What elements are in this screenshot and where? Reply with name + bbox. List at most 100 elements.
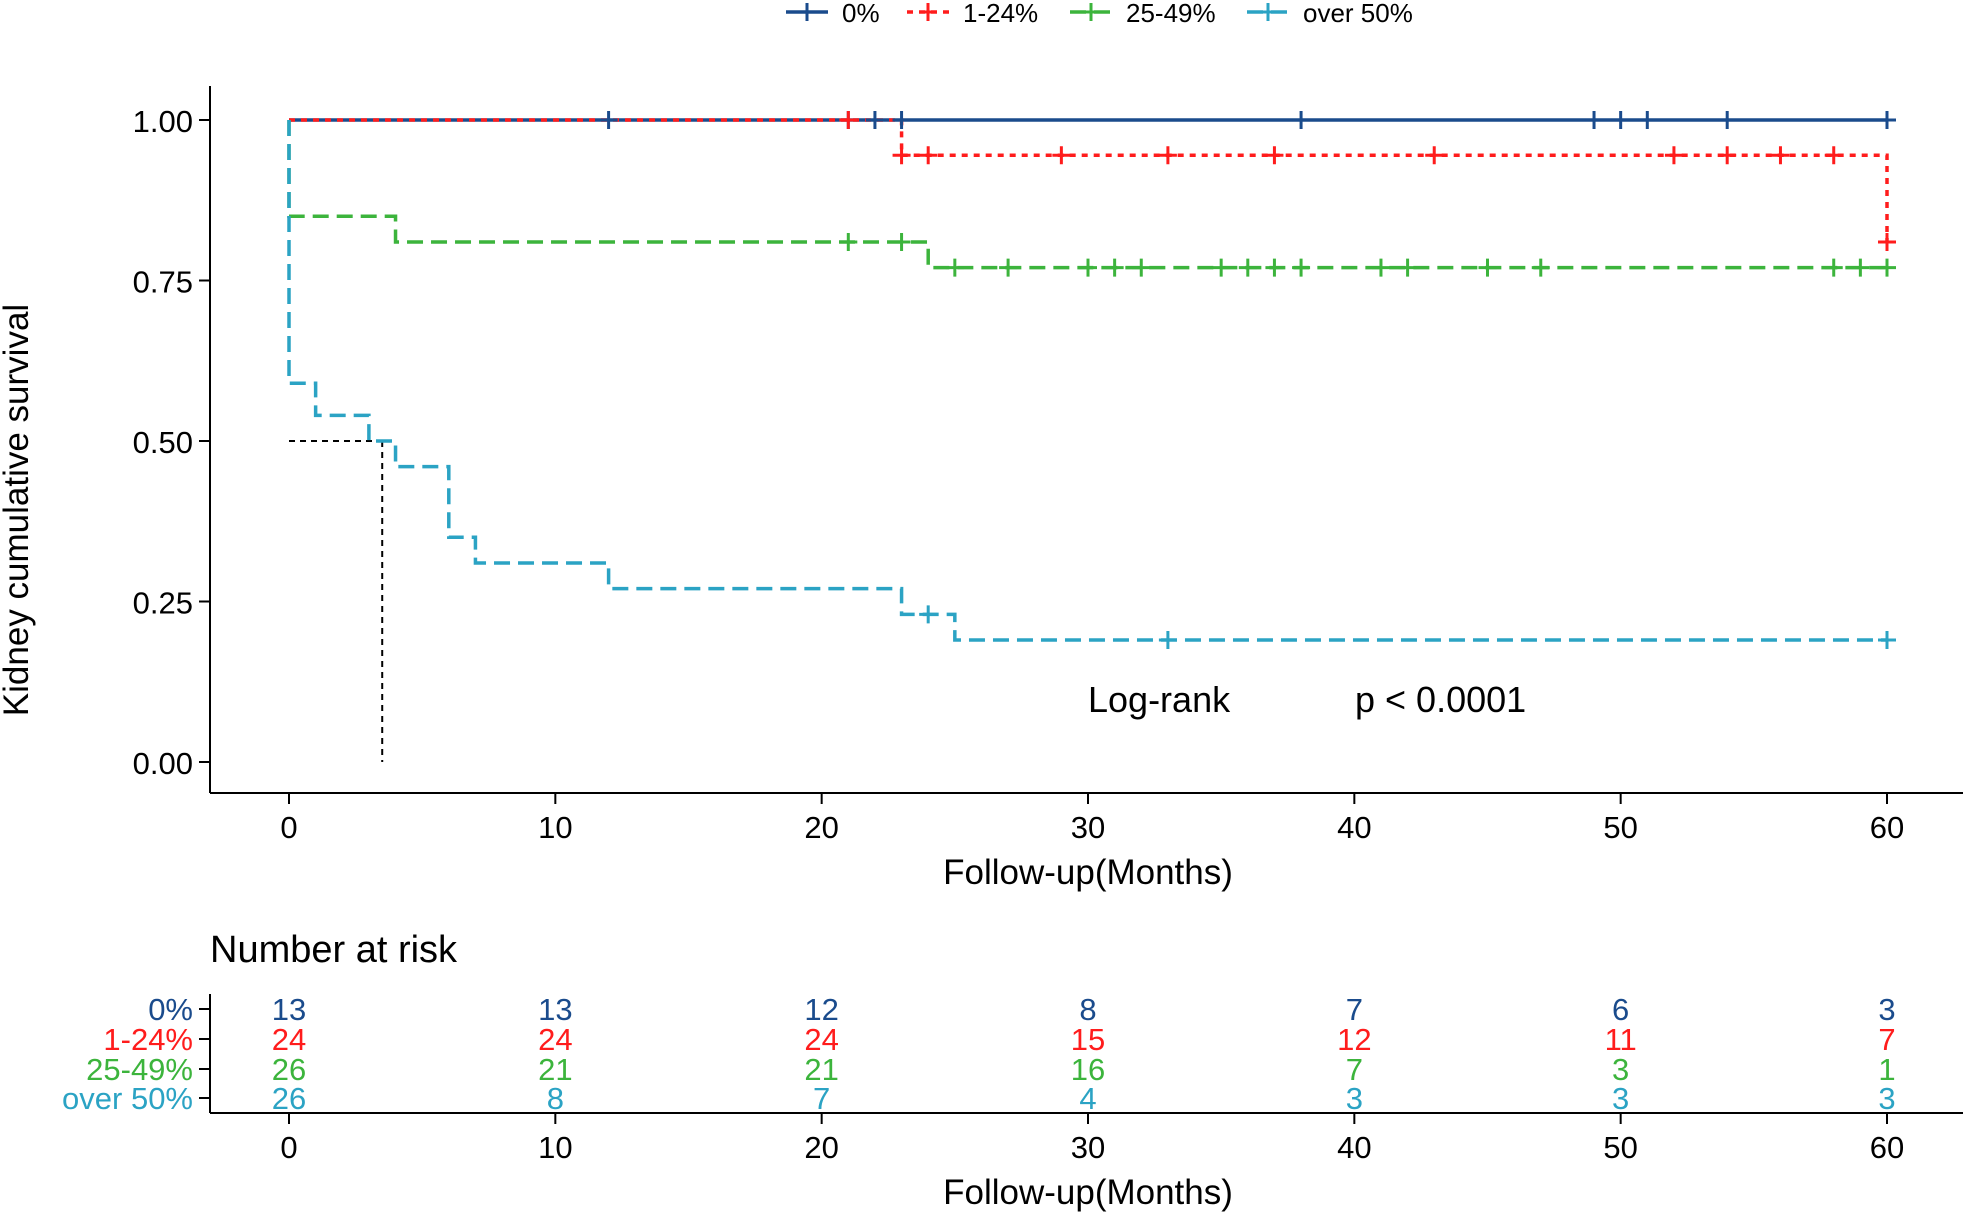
censor-mark-1-24 xyxy=(1265,146,1284,165)
y-tick-label: 1.00 xyxy=(133,104,193,139)
risk-x-tick-label: 40 xyxy=(1337,1130,1371,1165)
risk-count: 4 xyxy=(1079,1081,1096,1116)
censor-mark-over-50 xyxy=(1158,631,1177,650)
log-rank-label: Log-rank xyxy=(1088,679,1231,720)
x-axis-ticks: 0 10 20 30 40 50 60 xyxy=(280,793,1904,845)
risk-count: 13 xyxy=(538,992,572,1027)
y-axis-label: Kidney cumulative survival xyxy=(0,304,36,716)
risk-table-rows: 0% 13 13 12 8 7 6 31-24% 24 24 24 15 12 11 725-49% 26 21… xyxy=(62,992,1896,1116)
censor-mark-25-49 xyxy=(999,258,1018,277)
risk-count: 26 xyxy=(272,1081,306,1116)
censor-mark-25-49 xyxy=(1132,258,1151,277)
censor-mark-1-24 xyxy=(1664,146,1683,165)
censor-mark-25-49 xyxy=(1371,258,1390,277)
y-axis-ticks: 0.00 0.25 0.50 0.75 1.00 xyxy=(133,104,210,781)
censor-mark-0 xyxy=(1585,111,1604,129)
censor-mark-0 xyxy=(1611,111,1630,129)
censor-mark-over-50 xyxy=(919,605,938,624)
risk-x-tick-label: 60 xyxy=(1870,1130,1904,1165)
legend-plus-25-49 xyxy=(1082,3,1100,21)
censor-mark-25-49 xyxy=(1105,258,1124,277)
legend-label-1-24: 1-24% xyxy=(963,0,1038,28)
legend-label-over-50: over 50% xyxy=(1303,0,1413,28)
risk-count: 3 xyxy=(1878,992,1895,1027)
censor-mark-25-49 xyxy=(1398,258,1417,277)
censor-mark-1-24 xyxy=(839,111,858,129)
risk-count: 3 xyxy=(1878,1081,1895,1116)
legend-plus-1-24 xyxy=(919,3,937,21)
censor-mark-25-49 xyxy=(1265,258,1284,277)
censor-mark-1-24 xyxy=(1824,146,1843,165)
censor-marks xyxy=(599,111,1896,650)
survival-curves xyxy=(287,118,1889,642)
risk-x-tick-label: 30 xyxy=(1071,1130,1105,1165)
risk-count: 11 xyxy=(1605,1022,1637,1057)
risk-count: 24 xyxy=(272,1022,306,1057)
x-tick-label: 0 xyxy=(280,810,297,845)
median-reference-line xyxy=(289,440,384,762)
risk-x-tick-label: 10 xyxy=(538,1130,572,1165)
y-tick-label: 0.75 xyxy=(133,265,193,300)
risk-count: 8 xyxy=(547,1081,564,1116)
risk-row-label: over 50% xyxy=(62,1081,193,1116)
censor-mark-1-24 xyxy=(892,146,911,165)
censor-mark-0 xyxy=(865,111,884,129)
risk-count: 12 xyxy=(1337,1022,1371,1057)
censor-mark-25-49 xyxy=(1878,258,1896,277)
censor-mark-25-49 xyxy=(1851,258,1870,277)
risk-count: 24 xyxy=(538,1022,572,1057)
risk-count: 1 xyxy=(1878,1052,1895,1087)
risk-row-label: 1-24% xyxy=(103,1022,193,1057)
main-plot-axes xyxy=(209,86,1963,794)
risk-x-axis-label: Follow-up(Months) xyxy=(943,1173,1233,1212)
x-tick-label: 30 xyxy=(1071,810,1105,845)
censor-mark-25-49 xyxy=(1079,258,1097,277)
risk-row-label: 0% xyxy=(148,992,193,1027)
censor-mark-0 xyxy=(1638,111,1657,129)
censor-mark-1-24 xyxy=(1771,146,1790,165)
risk-count: 3 xyxy=(1346,1081,1363,1116)
risk-count: 7 xyxy=(813,1081,830,1116)
risk-x-tick-label: 0 xyxy=(280,1130,297,1165)
censor-mark-0 xyxy=(892,111,911,129)
risk-count: 7 xyxy=(1346,992,1363,1027)
y-tick-label: 0.25 xyxy=(133,586,193,621)
risk-count: 16 xyxy=(1071,1052,1105,1087)
risk-count: 3 xyxy=(1612,1052,1629,1087)
censor-mark-1-24 xyxy=(1052,146,1071,165)
censor-mark-1-24 xyxy=(1878,232,1896,251)
risk-count: 3 xyxy=(1612,1081,1629,1116)
censor-mark-0 xyxy=(1718,111,1737,129)
risk-x-tick-label: 50 xyxy=(1603,1130,1637,1165)
risk-table-axes xyxy=(209,994,1963,1114)
censor-mark-1-24 xyxy=(1158,146,1177,165)
risk-count: 7 xyxy=(1878,1022,1895,1057)
curve-1-24 xyxy=(289,118,1889,242)
y-tick-label: 0.00 xyxy=(133,746,193,781)
censor-mark-25-49 xyxy=(1824,258,1843,277)
censor-mark-1-24 xyxy=(1718,146,1737,165)
x-tick-label: 40 xyxy=(1337,810,1371,845)
curve-25-49 xyxy=(287,120,1887,270)
legend-label-25-49: 25-49% xyxy=(1126,0,1216,28)
censor-mark-0 xyxy=(599,111,618,129)
risk-x-axis-ticks: 0 10 20 30 40 50 60 xyxy=(280,1113,1904,1165)
risk-count: 21 xyxy=(804,1052,838,1087)
risk-count: 26 xyxy=(272,1052,306,1087)
censor-mark-0 xyxy=(1292,111,1311,129)
x-tick-label: 60 xyxy=(1870,810,1904,845)
censor-mark-over-50 xyxy=(1878,631,1896,650)
risk-count: 8 xyxy=(1079,992,1096,1027)
censor-mark-25-49 xyxy=(892,232,911,251)
censor-mark-1-24 xyxy=(919,146,938,165)
risk-count: 24 xyxy=(804,1022,838,1057)
risk-count: 21 xyxy=(538,1052,572,1087)
censor-mark-25-49 xyxy=(1212,258,1231,277)
censor-mark-25-49 xyxy=(1478,258,1497,277)
x-axis-label: Follow-up(Months) xyxy=(943,853,1233,892)
x-tick-label: 10 xyxy=(538,810,572,845)
curve-over-50 xyxy=(287,120,1887,642)
legend-plus-0 xyxy=(798,3,816,21)
risk-table-title: Number at risk xyxy=(210,929,458,971)
